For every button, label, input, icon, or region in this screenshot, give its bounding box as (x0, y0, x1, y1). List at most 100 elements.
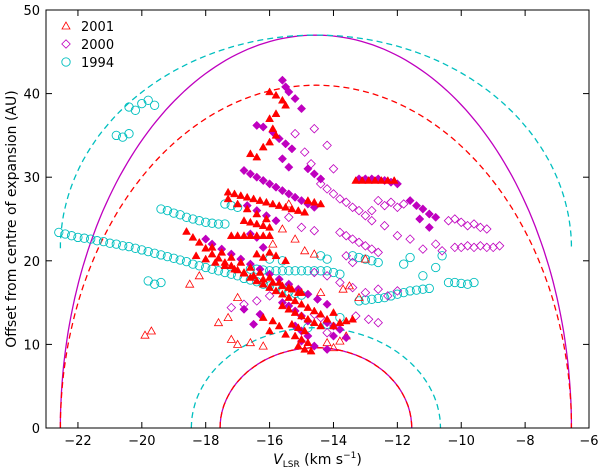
data-point-2001-triangle (297, 311, 306, 320)
data-point-1994-circle (175, 210, 185, 220)
data-point-2000-diamond-open (347, 257, 358, 268)
y-axis-label: Offset from centre of expansion (AU) (4, 90, 20, 347)
data-point-1994-circle (60, 229, 70, 239)
data-point-2001-triangle (201, 254, 211, 263)
data-point-2001-triangle-open (335, 336, 345, 345)
data-point-2000-diamond-open (482, 224, 492, 234)
data-point-2001-triangle (245, 149, 255, 158)
data-point-2001-triangle (252, 209, 262, 218)
data-point-2001-triangle (370, 175, 380, 184)
data-point-2001-triangle (351, 175, 361, 184)
data-point-2000-diamond (252, 172, 262, 182)
data-point-1994-circle (201, 262, 211, 273)
data-point-1994-circle (386, 291, 396, 301)
data-point-2001-triangle-open (309, 249, 319, 258)
data-point-2000-diamond-open (405, 234, 415, 244)
data-point-2000-diamond (284, 189, 294, 199)
data-point-2000-diamond (277, 75, 287, 85)
legend-label-2000: 2000 (81, 38, 114, 53)
data-point-2001-triangle-open (146, 326, 157, 335)
data-point-1994-circle (220, 219, 230, 229)
data-point-1994-circle (418, 271, 428, 281)
data-point-2001-triangle-open (322, 337, 332, 347)
y-tick-label: 20 (23, 255, 40, 270)
data-point-1994-circle (379, 292, 390, 303)
inner-arc-magenta (219, 347, 413, 428)
data-point-2000-diamond-open (482, 242, 492, 253)
y-tick-label: 10 (23, 338, 40, 353)
data-point-2001-triangle (341, 316, 351, 325)
data-point-1994-circle (149, 100, 160, 110)
data-point-2000-diamond (284, 162, 294, 172)
data-point-2001-triangle (242, 204, 252, 213)
data-point-2000-diamond (405, 196, 415, 206)
data-point-1994-circle (130, 105, 141, 115)
data-point-1994-circle (98, 236, 109, 247)
data-point-2001-triangle (265, 283, 275, 291)
data-point-2001-triangle (268, 199, 278, 208)
data-point-2000-diamond-open (328, 164, 339, 174)
data-point-2000-diamond-open (335, 194, 345, 204)
data-point-1994-circle (271, 266, 281, 276)
data-point-2000-diamond-open (494, 241, 505, 251)
data-point-2001-triangle (357, 175, 367, 184)
data-point-2001-triangle (277, 289, 287, 298)
data-point-1994-circle (213, 266, 224, 276)
data-point-1994-circle (431, 262, 441, 273)
data-point-2000-diamond-open (341, 197, 351, 208)
data-point-1994-circle (469, 277, 479, 288)
data-point-2001-triangle (277, 301, 287, 310)
data-point-2001-triangle-open (277, 224, 288, 233)
data-point-2000-diamond-open (322, 140, 332, 151)
data-point-2001-triangle (230, 264, 239, 273)
data-point-2001-triangle-open (360, 254, 371, 263)
data-point-2001-triangle-open (258, 341, 268, 350)
data-point-2001-triangle-open (226, 334, 236, 343)
x-axis-label-suffix: ) (356, 452, 361, 468)
data-point-2001-triangle (300, 344, 310, 353)
data-point-2000-diamond (271, 182, 281, 192)
data-point-2001-triangle (303, 338, 313, 346)
data-point-2001-triangle (210, 257, 220, 266)
legend-marker-1994 (61, 57, 71, 67)
data-point-2001-triangle (258, 313, 268, 321)
data-point-2001-triangle (274, 277, 284, 286)
data-point-2001-triangle (252, 152, 262, 161)
data-point-2001-triangle (293, 341, 303, 350)
data-point-2000-diamond-open (392, 202, 403, 213)
data-point-2001-triangle (300, 207, 310, 216)
data-point-2001-triangle (252, 249, 262, 258)
data-point-2001-triangle (265, 326, 275, 335)
data-point-1994-circle (347, 251, 358, 261)
data-point-1994-circle (309, 266, 319, 276)
data-point-2000-diamond (303, 164, 313, 174)
data-point-2000-diamond-open (360, 210, 371, 221)
inner-arc-red-dashed (219, 347, 413, 428)
data-point-1994-circle (156, 250, 166, 260)
data-point-1994-circle (213, 219, 224, 229)
data-point-2001-triangle (261, 197, 271, 206)
data-point-2001-triangle (329, 321, 338, 330)
data-point-1994-circle (54, 227, 64, 238)
data-point-1994-circle (194, 216, 204, 226)
data-point-2001-triangle (297, 299, 306, 308)
data-point-2000-diamond (322, 299, 332, 309)
data-point-1994-circle (169, 208, 179, 218)
data-point-2000-diamond-open (296, 222, 307, 233)
x-axis-label-sub: LSR (283, 460, 300, 469)
data-point-2001-triangle (274, 201, 284, 209)
data-point-1994-circle (143, 95, 153, 105)
data-point-1994-circle (392, 289, 403, 299)
data-point-2001-triangle (271, 251, 281, 260)
legend-label-1994: 1994 (81, 56, 114, 71)
data-point-2001-triangle (191, 251, 201, 260)
data-point-2001-triangle (274, 321, 284, 330)
data-point-2001-triangle (290, 331, 300, 340)
reference-curves (59, 34, 573, 429)
data-point-2001-triangle (348, 314, 358, 323)
x-tick-label: −6 (579, 434, 598, 449)
y-tick-label: 0 (32, 422, 40, 437)
data-point-2001-triangle (281, 329, 291, 338)
data-point-2001-triangle (281, 202, 291, 211)
